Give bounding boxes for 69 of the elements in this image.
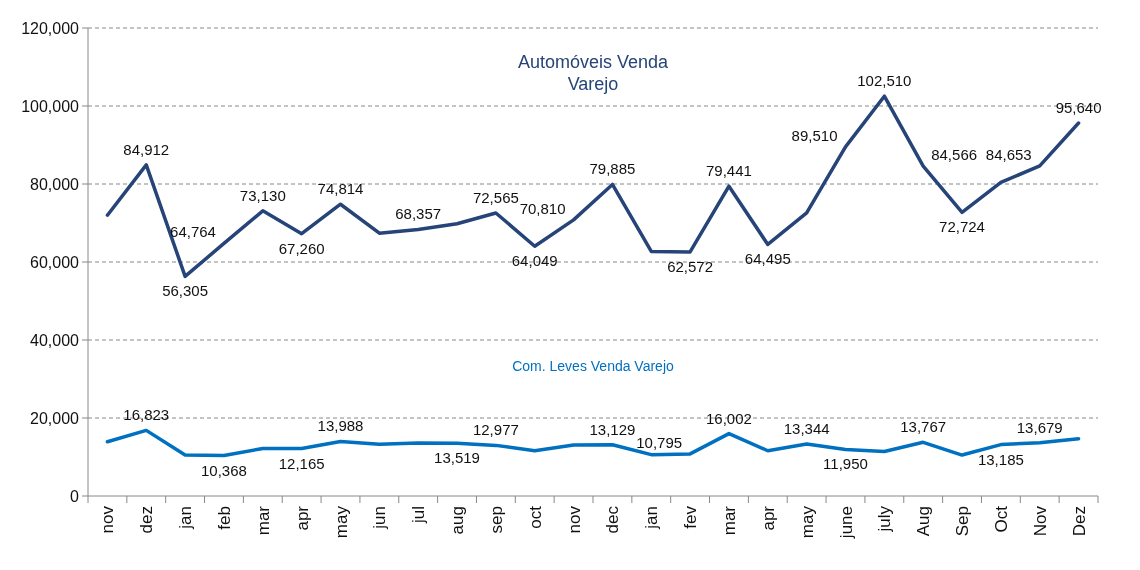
y-tick-label: 0 <box>70 487 80 505</box>
x-tick-label: apr <box>292 505 312 531</box>
data-label: 73,130 <box>239 186 286 204</box>
data-label: 11,950 <box>823 455 868 473</box>
x-tick-label: Aug <box>914 506 934 537</box>
x-tick-label: apr <box>758 505 778 531</box>
x-tick-label: feb <box>214 506 234 530</box>
x-tick-label: jun <box>370 506 390 530</box>
data-label: 13,988 <box>317 417 364 435</box>
data-label: 13,767 <box>900 418 947 436</box>
data-label: 89,510 <box>791 126 838 144</box>
y-tick-label: 80,000 <box>30 175 80 193</box>
data-label: 67,260 <box>278 239 325 257</box>
data-label: 10,795 <box>636 433 683 451</box>
data-label: 64,495 <box>744 250 791 268</box>
y-tick-label: 20,000 <box>30 409 80 427</box>
data-label: 64,764 <box>170 223 216 241</box>
x-tick-label: nov <box>564 505 584 534</box>
x-tick-label: mar <box>253 505 273 536</box>
y-tick-label: 100,000 <box>21 97 80 115</box>
data-label: 79,441 <box>706 162 752 180</box>
x-tick-label: june <box>836 506 856 540</box>
x-tick-label: jul <box>409 506 429 525</box>
data-label: 84,653 <box>985 145 1032 163</box>
x-tick-label: dez <box>137 506 157 534</box>
data-label: 72,565 <box>472 189 519 206</box>
data-label: 12,165 <box>278 454 325 472</box>
data-label: 102,510 <box>857 72 912 90</box>
x-tick-label: Oct <box>991 505 1011 533</box>
x-tick-label: may <box>331 505 351 539</box>
data-label: 16,823 <box>123 406 170 424</box>
data-label: 56,305 <box>162 282 209 300</box>
x-tick-label: may <box>797 505 817 539</box>
x-tick-label: fev <box>681 505 701 529</box>
x-tick-label: dec <box>603 505 623 534</box>
data-label: 68,357 <box>395 205 442 223</box>
data-label: 13,185 <box>977 450 1024 468</box>
data-label: 13,679 <box>1016 418 1063 436</box>
data-label: 16,002 <box>706 409 752 427</box>
data-label: 84,566 <box>931 146 978 164</box>
x-tick-label: Sep <box>953 506 973 537</box>
x-tick-label: Dez <box>1069 506 1089 537</box>
data-label: 13,344 <box>783 419 830 437</box>
y-tick-label: 40,000 <box>30 331 80 349</box>
x-tick-label: mar <box>719 505 739 536</box>
data-label: 70,810 <box>519 199 566 217</box>
data-label: 12,977 <box>472 421 519 439</box>
y-tick-label: 60,000 <box>30 253 80 271</box>
data-label: 79,885 <box>589 160 636 178</box>
data-label: 74,814 <box>317 180 364 198</box>
x-tick-label: oct <box>525 505 545 529</box>
data-label: 84,912 <box>123 140 170 158</box>
data-label: 13,129 <box>589 420 636 438</box>
x-tick-label: jan <box>176 506 196 530</box>
x-tick-label: nov <box>98 505 118 534</box>
data-label: 64,049 <box>511 252 558 270</box>
data-label: 13,519 <box>434 449 480 467</box>
x-tick-label: Nov <box>1030 505 1050 537</box>
data-label: 72,724 <box>939 218 985 236</box>
x-tick-label: july <box>875 505 895 533</box>
data-label: 10,368 <box>201 461 247 479</box>
y-tick-label: 120,000 <box>21 19 80 37</box>
x-tick-label: jan <box>642 506 662 530</box>
data-label: 62,572 <box>667 257 714 275</box>
text: Automóveis Venda Varejo <box>517 52 670 94</box>
x-tick-label: sep <box>486 506 506 534</box>
data-label: 95,640 <box>1055 99 1102 116</box>
x-tick-label: aug <box>448 506 468 535</box>
text: Com. Leves Venda Varejo <box>512 358 675 374</box>
